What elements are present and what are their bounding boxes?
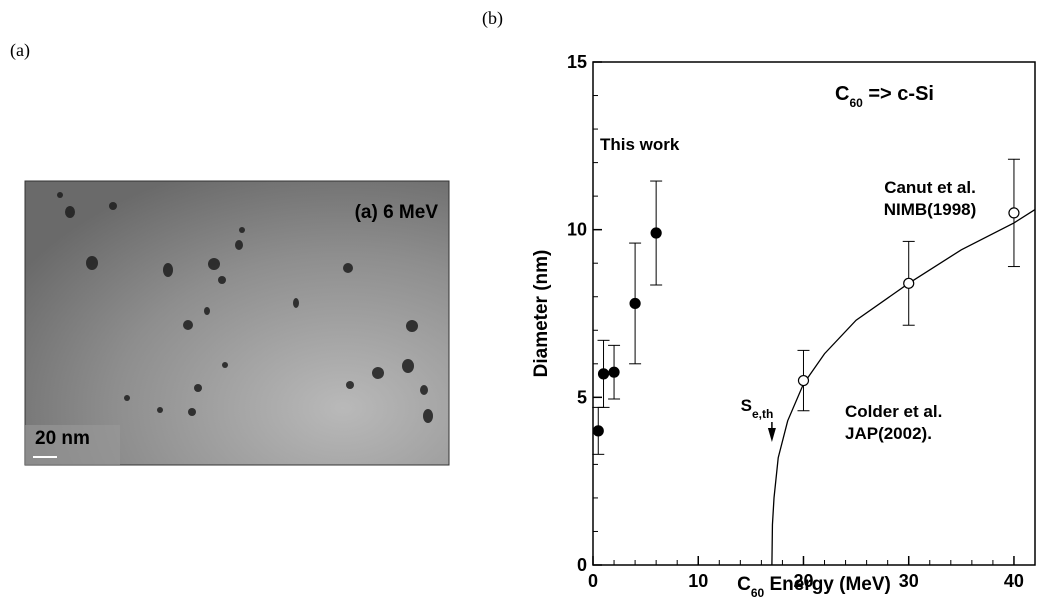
y-tick-label: 5 [577,387,587,407]
tem-image [25,181,449,465]
data-point [599,369,609,379]
series-label: JAP(2002). [845,424,932,443]
threshold-label-part: e,th [752,407,773,421]
x-axis-label-part: Energy (MeV) [764,574,891,595]
figure: (a) (a) 6 MeV 20 nm (b) 010203040051015C… [0,0,1061,597]
data-point [651,228,661,238]
system-label: C60 => c-Si [835,83,934,110]
threshold-label-part: S [741,396,752,415]
series-label: NIMB(1998) [884,200,977,219]
scale-bar-label: 20 nm [35,428,90,449]
data-point [609,367,619,377]
system-label-part: => c-Si [863,83,934,105]
y-tick-label: 15 [567,52,587,72]
series-label: Canut et al. [884,178,976,197]
data-point [798,376,808,386]
x-axis-label-part: C [737,574,751,595]
series-label: Colder et al. [845,402,942,421]
x-tick-label: 30 [899,571,919,591]
image-caption: (a) 6 MeV [355,202,439,223]
arrow-head [768,428,776,442]
x-axis-label-part: 60 [751,586,765,597]
fit-curve [772,210,1035,565]
y-tick-label: 10 [567,220,587,240]
panel-label: (a) [10,40,30,61]
panel-label: (b) [482,8,503,29]
data-point [904,278,914,288]
x-axis-label: C60 Energy (MeV) [737,574,891,597]
system-label-part: C [835,83,849,105]
threshold-label: Se,th [741,396,774,421]
x-tick-label: 0 [588,571,598,591]
data-point [1009,208,1019,218]
series-label: This work [600,135,680,154]
x-tick-label: 10 [688,571,708,591]
data-point [630,298,640,308]
page: (a) (a) 6 MeV 20 nm (b) 010203040051015C… [0,0,1061,602]
y-axis-label: Diameter (nm) [531,250,552,378]
y-tick-label: 0 [577,555,587,575]
x-tick-label: 40 [1004,571,1024,591]
system-label-part: 60 [849,96,863,110]
data-point [593,426,603,436]
